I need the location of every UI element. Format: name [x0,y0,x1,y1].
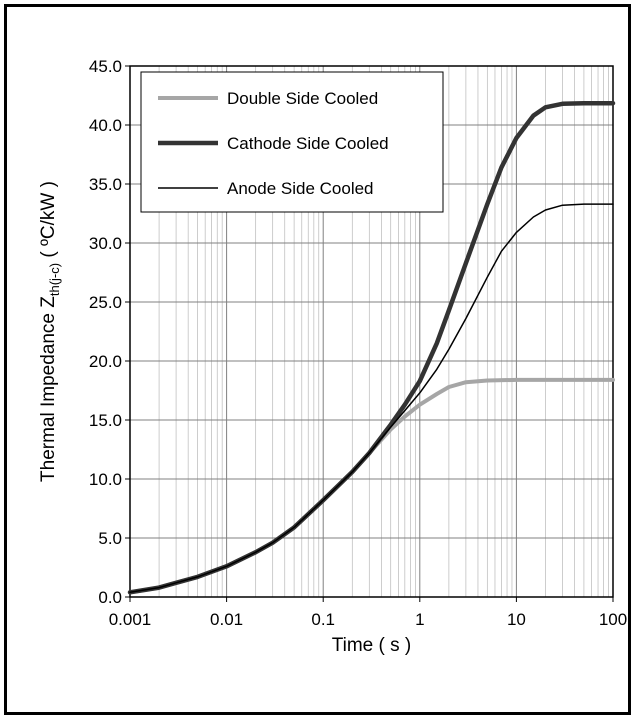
y-tick-label: 35.0 [89,175,122,194]
tick-labels: 0.001 0.01 0.1 1 10 100 0.0 5.0 10.0 15.0 20.0 25.0… [89,57,627,629]
series-lines [127,100,616,595]
legend-label: Anode Side Cooled [227,179,374,198]
y-axis-title-main: Thermal Impedance Z [38,296,59,482]
legend-label: Double Side Cooled [227,89,378,108]
y-axis-title-units: ( ºC/kW ) [38,181,59,263]
x-tick-label: 0.001 [109,610,152,629]
x-tick-label: 100 [599,610,627,629]
legend-label: Cathode Side Cooled [227,134,389,153]
series-line-anode-side-cooled [129,203,614,594]
y-tick-label: 30.0 [89,234,122,253]
y-axis-title-subscript: th(j-c) [47,263,62,296]
y-tick-label: 5.0 [98,529,122,548]
plot-area [129,65,614,598]
y-tick-label: 20.0 [89,352,122,371]
y-tick-label: 10.0 [89,470,122,489]
legend: Double Side Cooled Cathode Side Cooled Ano… [140,71,444,213]
y-tick-label: 25.0 [89,293,122,312]
x-axis-title: Time ( s ) [332,635,412,656]
series-line-double-side-cooled [128,377,615,595]
y-axis-title: Thermal Impedance Zth(j-c) ( ºC/kW ) [38,181,62,482]
x-tick-label: 0.1 [311,610,335,629]
x-tick-label: 0.01 [210,610,243,629]
y-tick-label: 15.0 [89,411,122,430]
y-tick-label: 45.0 [89,57,122,76]
y-tick-label: 0.0 [98,588,122,607]
y-tick-label: 40.0 [89,116,122,135]
x-tick-label: 10 [507,610,526,629]
x-tick-label: 1 [415,610,424,629]
